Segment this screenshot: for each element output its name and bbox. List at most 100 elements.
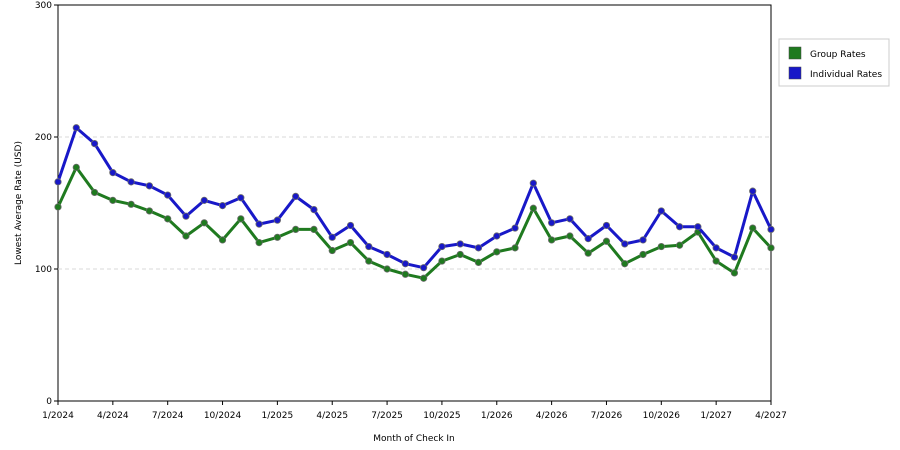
data-point [109,169,117,177]
data-point [548,236,556,244]
data-point [237,215,245,223]
data-point [548,219,556,227]
data-point [328,246,336,255]
data-point [694,223,702,231]
legend-label-group-rates: Group Rates [810,50,866,60]
legend-swatch-group-rates [788,46,802,60]
data-point [54,203,62,211]
x-tick-label: 4/2027 [755,411,787,421]
data-point [566,215,574,223]
data-point [383,265,391,273]
data-point [164,191,172,199]
data-point [72,124,80,132]
data-point [493,248,501,256]
data-point [529,204,537,212]
data-point [127,178,135,186]
y-tick-label: 0 [46,397,52,407]
data-point [255,220,263,228]
x-tick-label: 1/2027 [700,411,732,421]
data-point [145,182,154,190]
data-point [730,253,739,261]
data-point [767,244,775,252]
x-tick-label: 4/2026 [536,411,568,421]
data-point [218,236,227,244]
x-tick-label: 1/2025 [262,411,294,421]
data-point [639,250,647,259]
data-point [292,225,300,233]
data-point [310,206,318,214]
x-tick-label: 4/2025 [316,411,348,421]
data-point [529,179,537,187]
x-tick-label: 7/2025 [371,411,403,421]
data-point [401,260,409,268]
x-tick-label: 7/2026 [591,411,623,421]
x-tick-label: 10/2026 [643,411,681,421]
data-point [438,242,446,251]
legend-label-individual-rates: Individual Rates [810,70,882,80]
data-point [438,257,446,265]
x-tick-label: 10/2025 [423,411,460,421]
legend-swatch-individual-rates [788,66,802,80]
data-point [200,219,208,227]
data-point [621,240,629,248]
x-tick-label: 1/2026 [481,411,513,421]
data-point [511,224,519,232]
data-point [749,224,757,232]
data-point [712,244,720,252]
data-point [54,178,62,186]
data-point [420,274,428,282]
series-line [56,126,773,270]
data-point [200,196,208,204]
x-tick-label: 1/2024 [42,411,74,421]
data-point [767,225,775,233]
data-point [310,225,318,233]
data-point [383,250,391,259]
data-point [456,240,464,248]
data-point [346,239,355,247]
y-axis-title: Lowest Average Rate (USD) [14,141,24,265]
data-point [182,212,190,220]
data-point [145,207,154,215]
data-point [292,192,300,200]
data-point [346,221,355,230]
x-axis-title: Month of Check In [373,434,455,444]
data-point [675,223,684,231]
data-point [420,264,428,272]
data-point [657,207,665,215]
data-point [657,242,665,251]
data-point [72,163,80,171]
data-point [237,194,245,202]
series-group-rates [54,163,775,282]
data-point [401,270,409,278]
data-point [164,215,172,223]
data-point [273,216,281,224]
data-point [456,250,464,259]
data-point [511,244,519,252]
y-tick-label: 100 [35,265,52,275]
series-layer [54,124,775,282]
data-point [602,237,611,245]
data-point [365,242,373,251]
data-point [493,232,501,240]
x-tick-label: 4/2024 [97,411,129,421]
data-point [328,233,336,241]
data-point [255,239,263,247]
data-point [675,241,684,249]
data-point [474,244,483,252]
data-point [109,196,117,204]
data-point [639,236,647,244]
data-point [584,249,592,257]
data-point [182,232,190,240]
data-point [730,269,739,277]
data-point [218,202,227,210]
x-tick-label: 7/2024 [152,411,184,421]
plot-area [57,4,772,402]
axes: 0 100 200 300 1/2024 4/2024 7/2024 10/2024 1/202… [35,1,787,421]
x-tick-label: 10/2024 [204,411,242,421]
series-line [56,165,773,280]
data-point [365,257,373,265]
data-point [749,187,757,195]
data-point [621,260,629,268]
data-point [273,233,281,241]
